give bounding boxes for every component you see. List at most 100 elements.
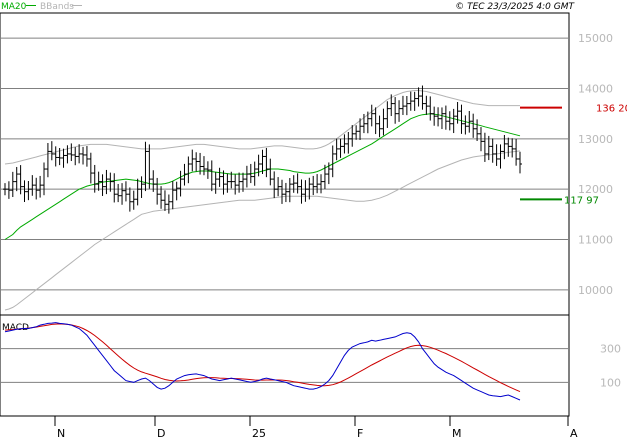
ohlc-bar bbox=[354, 125, 359, 140]
ohlc-bar bbox=[319, 174, 324, 194]
ohlc-bar bbox=[88, 152, 93, 184]
ma20-line-group bbox=[4, 113, 521, 240]
price-panel: 10000 11000 12000 13000 14000 15000 136 20 117… bbox=[0, 12, 627, 316]
ohlc-bar bbox=[439, 107, 444, 130]
ohlc-bar bbox=[45, 143, 50, 178]
ohlc-bar bbox=[194, 152, 199, 172]
ohlc-bar bbox=[482, 132, 487, 162]
bband-lower bbox=[4, 150, 521, 311]
ohlc-bar bbox=[18, 165, 23, 195]
ohlc-bar bbox=[155, 177, 160, 205]
ohlc-bar bbox=[397, 100, 402, 122]
ohlc-bar bbox=[127, 187, 132, 212]
ohlc-bar bbox=[432, 106, 437, 126]
ohlc-bar bbox=[112, 173, 117, 203]
ohlc-bar bbox=[116, 183, 121, 203]
price-tick-label: 11000 bbox=[578, 234, 613, 247]
ohlc-bar bbox=[96, 171, 101, 191]
ohlc-bar bbox=[295, 173, 300, 194]
x-tick-label: D bbox=[157, 427, 165, 440]
ohlc-bar bbox=[518, 151, 522, 174]
ohlc-bar bbox=[268, 158, 273, 186]
ohlc-bar bbox=[471, 113, 476, 138]
ohlc-bar bbox=[217, 167, 222, 187]
ohlc-bar bbox=[498, 144, 503, 169]
ohlc-bar bbox=[361, 113, 366, 134]
ohlc-bar bbox=[287, 178, 292, 203]
ohlc-bar bbox=[303, 180, 308, 202]
price-panel-border bbox=[0, 12, 570, 316]
macd-tick-label: 300 bbox=[600, 343, 621, 356]
ohlc-bar bbox=[162, 190, 167, 211]
ohlc-bar bbox=[252, 161, 257, 186]
ohlc-bar bbox=[350, 125, 355, 147]
ohlc-bar bbox=[365, 111, 370, 134]
ohlc-bar bbox=[143, 141, 148, 192]
ohlc-bar bbox=[77, 144, 82, 164]
ohlc-bar bbox=[478, 127, 483, 152]
ohlc-bar bbox=[455, 101, 460, 124]
ohlc-bar bbox=[166, 194, 171, 214]
ohlc-bar bbox=[139, 176, 144, 198]
ohlc-bar bbox=[502, 135, 507, 160]
ohlc-bar bbox=[34, 177, 39, 200]
ohlc-bar bbox=[451, 108, 456, 134]
ohlc-bar bbox=[475, 119, 480, 141]
ohlc-bar bbox=[100, 174, 105, 196]
ohlc-bar bbox=[443, 105, 448, 130]
price-tick-label: 13000 bbox=[578, 133, 613, 146]
ohlc-bar bbox=[178, 170, 183, 197]
resistance-level-label: 136 20 bbox=[596, 104, 627, 115]
ohlc-bar bbox=[209, 160, 214, 192]
ohlc-bar bbox=[92, 164, 97, 193]
ohlc-bar bbox=[174, 181, 179, 201]
macd-label: MACD bbox=[2, 323, 29, 333]
ohlc-bar bbox=[108, 172, 113, 192]
ohlc-bar bbox=[84, 146, 89, 167]
price-axis: 10000 11000 12000 13000 14000 15000 bbox=[578, 32, 613, 297]
ohlc-bar bbox=[42, 162, 47, 196]
legend-bbands-label: BBands bbox=[40, 2, 74, 12]
ohlc-bar bbox=[57, 147, 62, 166]
x-tick-label: M bbox=[452, 427, 462, 440]
ohlc-bar bbox=[459, 104, 464, 134]
ohlc-bar bbox=[3, 183, 7, 196]
ohlc-bar bbox=[416, 87, 421, 107]
ohlc-bar bbox=[280, 179, 285, 204]
ohlc-bar bbox=[436, 107, 441, 127]
ohlc-bar bbox=[272, 171, 277, 199]
ohlc-bar bbox=[428, 96, 433, 121]
ohlc-bar bbox=[61, 148, 66, 168]
ohlc-bar bbox=[373, 107, 378, 135]
ohlc-bar bbox=[404, 95, 409, 116]
ohlc-bar bbox=[463, 115, 468, 135]
ohlc-bar bbox=[49, 141, 54, 161]
ohlc-bar bbox=[307, 177, 312, 200]
x-tick-label: N bbox=[57, 427, 65, 440]
ohlc-bar bbox=[151, 170, 156, 192]
ohlc-bar bbox=[229, 171, 234, 189]
ohlc-bar bbox=[490, 138, 495, 163]
macd-tick-label: 100 bbox=[600, 376, 621, 389]
ohlc-bar bbox=[389, 94, 394, 117]
ohlc-bar bbox=[30, 175, 35, 196]
ma20-line bbox=[4, 113, 521, 240]
ohlc-bar bbox=[283, 182, 288, 203]
ohlc-bar bbox=[73, 147, 78, 166]
ohlc-bar bbox=[198, 152, 203, 175]
price-levels: 136 20 117 97 bbox=[520, 104, 627, 206]
ohlc-bar bbox=[506, 137, 511, 157]
macd-panel: MACD 100 300 bbox=[0, 314, 621, 417]
ohlc-bar bbox=[393, 97, 398, 124]
ohlc-bar bbox=[326, 162, 331, 185]
ohlc-bar bbox=[369, 104, 374, 127]
ohlc-bar bbox=[276, 177, 281, 197]
ohlc-bar bbox=[10, 171, 15, 198]
macd-line bbox=[4, 322, 521, 401]
ohlc-bar bbox=[400, 95, 405, 115]
ohlc-bar bbox=[412, 91, 417, 111]
ohlc-bar bbox=[131, 190, 136, 210]
price-tick-label: 14000 bbox=[578, 83, 613, 96]
ohlc-bar bbox=[14, 166, 19, 192]
